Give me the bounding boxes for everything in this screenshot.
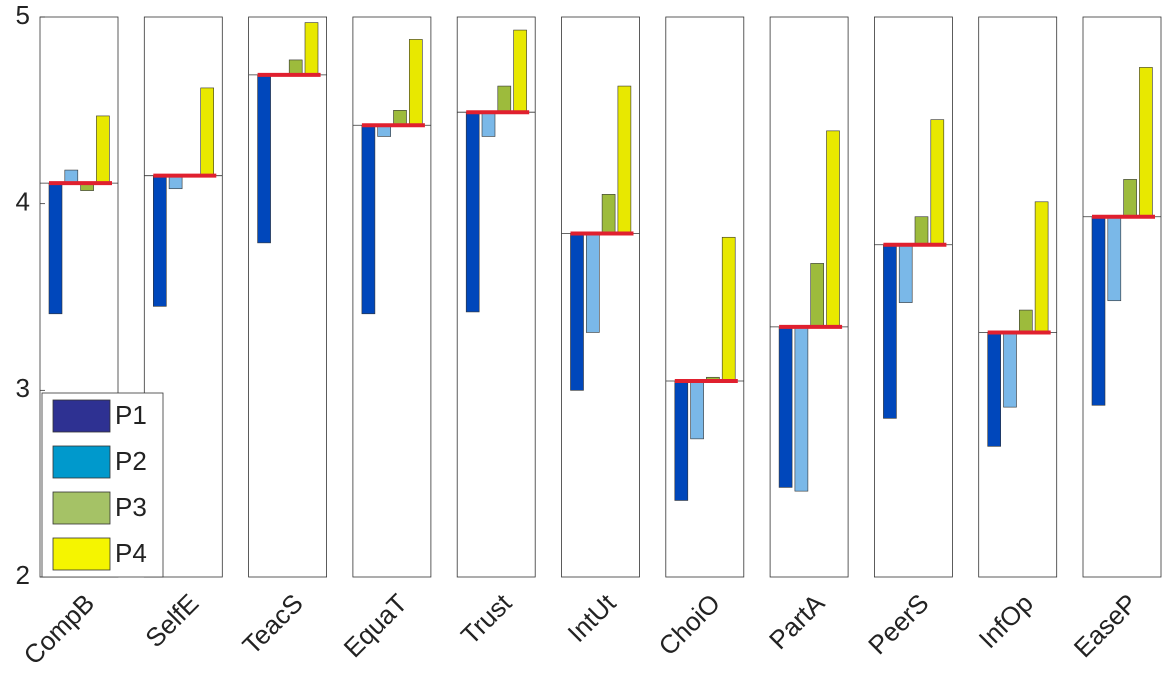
bar xyxy=(1123,179,1137,218)
legend: P1 P2 P3 P4 xyxy=(41,392,164,578)
y-tick-label: 3 xyxy=(16,373,30,403)
x-tick-label: PeerS xyxy=(862,588,934,660)
legend-label: P2 xyxy=(115,446,147,476)
bar xyxy=(585,233,600,333)
bar xyxy=(408,39,423,126)
bar xyxy=(288,59,303,76)
bar xyxy=(987,332,1002,447)
panel xyxy=(248,16,328,578)
bar xyxy=(674,380,689,501)
bar xyxy=(898,244,913,303)
bar xyxy=(393,110,407,126)
legend-swatch xyxy=(52,537,111,571)
bar xyxy=(794,326,809,492)
bar xyxy=(48,182,63,315)
x-tick-label: EquaT xyxy=(338,588,413,663)
bar xyxy=(721,236,736,382)
bar xyxy=(1018,309,1033,333)
bar xyxy=(601,194,616,234)
bar xyxy=(826,130,840,328)
bar xyxy=(1091,216,1106,406)
x-tick-label: CompB xyxy=(18,588,101,671)
bar xyxy=(914,216,929,246)
y-tick-label: 2 xyxy=(16,560,30,590)
bar xyxy=(1139,67,1153,218)
bar xyxy=(690,380,704,440)
bar xyxy=(778,326,793,488)
x-tick-label: ChoiO xyxy=(653,588,726,661)
x-tick-label: Trust xyxy=(455,587,518,650)
x-tick-label: PartA xyxy=(763,587,831,655)
x-tick-label: IntUt xyxy=(562,587,623,648)
bar xyxy=(361,124,376,315)
legend-label: P3 xyxy=(115,492,147,522)
bar xyxy=(304,22,319,76)
bar xyxy=(810,263,825,328)
bar xyxy=(497,85,512,113)
bar xyxy=(1034,201,1049,333)
y-tick-label: 5 xyxy=(16,0,30,30)
bar xyxy=(1107,216,1122,302)
x-tick-label: TeacS xyxy=(236,588,308,660)
bar xyxy=(96,115,110,184)
bar xyxy=(570,233,584,391)
bar xyxy=(1003,332,1017,408)
bar xyxy=(883,244,897,419)
x-tick-label: EaseP xyxy=(1068,588,1143,663)
bar xyxy=(200,87,214,176)
bar xyxy=(617,85,632,234)
legend-label: P4 xyxy=(115,538,147,568)
x-tick-label: InfOp xyxy=(973,588,1039,654)
legend-swatch xyxy=(52,491,111,525)
bar xyxy=(153,175,167,307)
bar xyxy=(257,74,271,244)
bar xyxy=(513,29,527,113)
bar xyxy=(465,111,480,313)
bar xyxy=(481,111,496,137)
y-tick-label: 4 xyxy=(16,187,30,217)
x-tick-label: SelfE xyxy=(139,588,204,653)
legend-swatch xyxy=(52,399,111,433)
bar xyxy=(930,119,945,246)
legend-swatch xyxy=(52,445,111,479)
legend-label: P1 xyxy=(115,400,147,430)
